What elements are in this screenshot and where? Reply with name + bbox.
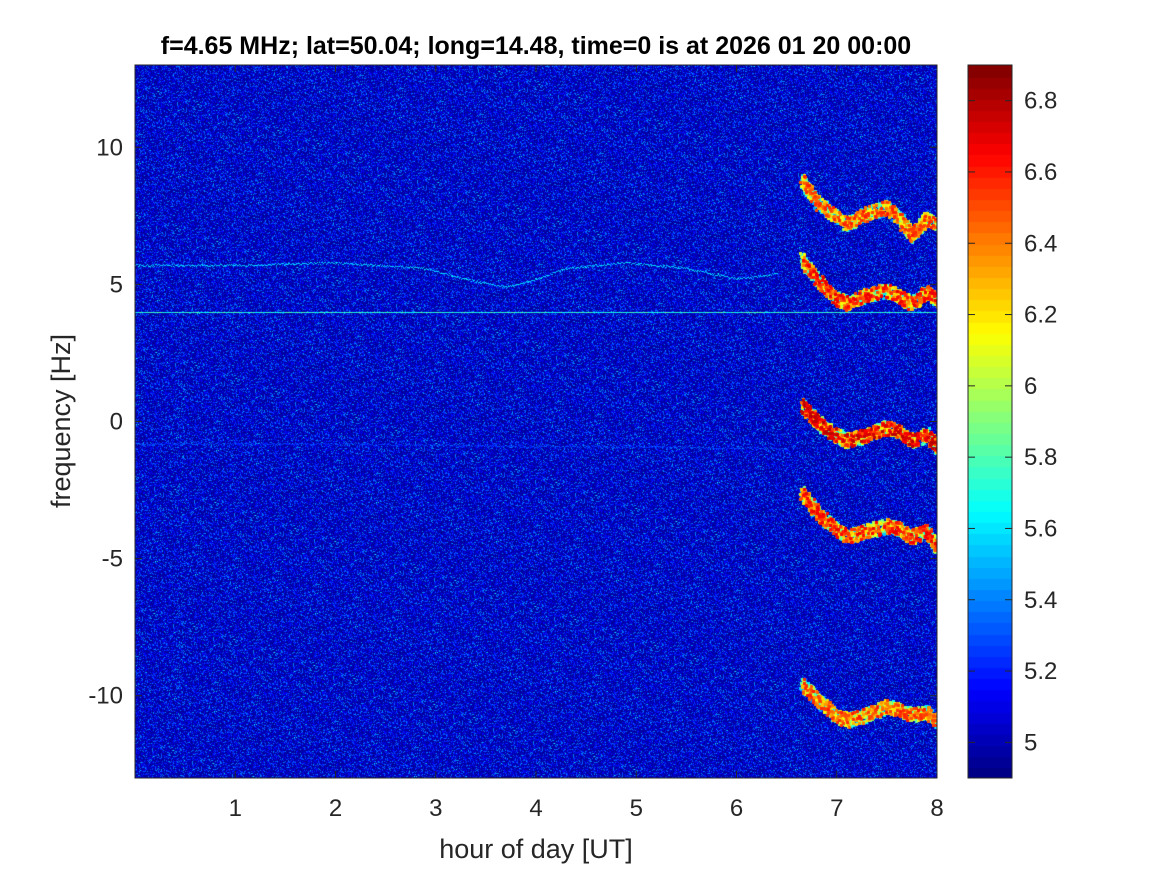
- colorbar-tick-label: 5: [1024, 729, 1037, 756]
- plot-area: [134, 64, 938, 779]
- colorbar-tick-label: 5.2: [1024, 658, 1057, 685]
- colorbar-frame: [967, 64, 1013, 779]
- x-tick-label: 5: [630, 795, 643, 822]
- x-tick-label: 8: [930, 795, 943, 822]
- y-tick-label: 5: [110, 271, 123, 298]
- x-tick-label: 6: [730, 795, 743, 822]
- y-tick-label: -10: [88, 683, 123, 710]
- colorbar-tick-label: 5.8: [1024, 444, 1057, 471]
- colorbar-tick-label: 5.6: [1024, 515, 1057, 542]
- x-tick-label: 4: [529, 795, 542, 822]
- y-tick-label: -5: [102, 546, 123, 573]
- colorbar-tick-label: 6.6: [1024, 159, 1057, 186]
- x-axis-label: hour of day [UT]: [439, 834, 633, 864]
- y-tick-label: 0: [110, 409, 123, 436]
- colorbar-tick-label: 5.4: [1024, 587, 1057, 614]
- colorbar-tick-label: 6: [1024, 373, 1037, 400]
- colorbar-gradient: [968, 65, 1012, 778]
- colorbar-tick-label: 6.8: [1024, 88, 1057, 115]
- x-tick-label: 3: [429, 795, 442, 822]
- y-axis: 10 5 0 -5 -10: [88, 134, 937, 710]
- y-tick-label: 10: [96, 134, 123, 161]
- colorbar-tick-label: 6.2: [1024, 302, 1057, 329]
- colorbar: 6.8 6.6 6.4 6.2 6 5.8 5.6 5.4 5.2 5: [967, 64, 1057, 779]
- colorbar-tick-label: 6.4: [1024, 230, 1057, 257]
- x-tick-label: 1: [229, 795, 242, 822]
- colorbar-ticks: 6.8 6.6 6.4 6.2 6 5.8 5.6 5.4 5.2 5: [968, 88, 1057, 756]
- x-tick-label: 7: [830, 795, 843, 822]
- x-axis: 1 2 3 4 5 6 7 8: [229, 65, 944, 822]
- chart-title: f=4.65 MHz; lat=50.04; long=14.48, time=…: [161, 32, 911, 60]
- y-axis-label: frequency [Hz]: [46, 334, 76, 508]
- spectrogram-image: [135, 65, 937, 778]
- x-tick-label: 2: [329, 795, 342, 822]
